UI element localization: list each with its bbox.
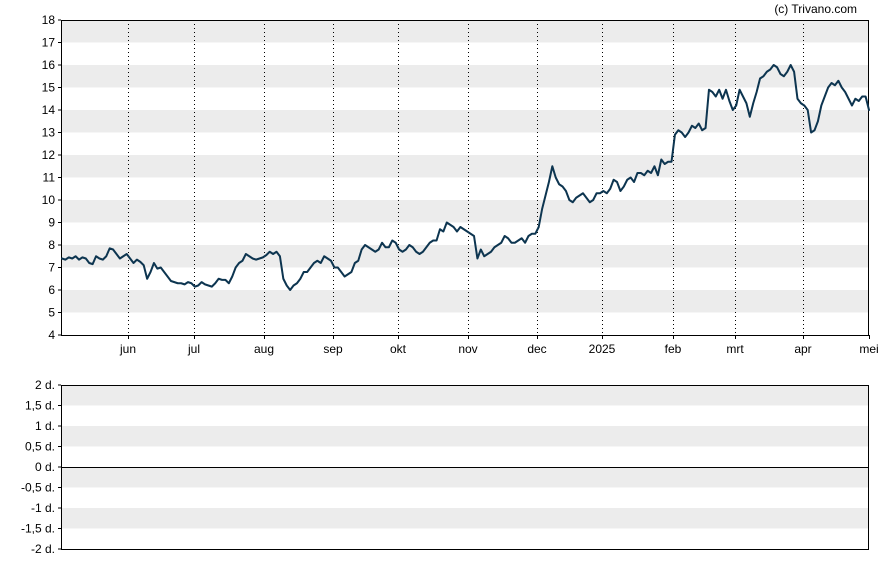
- price-chart-band: [61, 65, 869, 88]
- y-tick-label: 4: [48, 328, 55, 342]
- x-tick-label: aug: [254, 342, 274, 356]
- secondary-chart-band: [61, 426, 869, 447]
- secondary-y-tick-label: -1 d.: [31, 501, 55, 515]
- x-tick-label: 2025: [589, 342, 616, 356]
- secondary-y-tick-label: -0,5 d.: [21, 481, 55, 495]
- secondary-chart-band: [61, 508, 869, 529]
- y-tick-label: 5: [48, 306, 55, 320]
- secondary-y-tick-label: 1 d.: [35, 419, 55, 433]
- price-chart-bands: [61, 20, 869, 313]
- price-chart-band: [61, 155, 869, 178]
- y-tick-label: 13: [42, 126, 56, 140]
- x-tick-label: sep: [323, 342, 343, 356]
- y-tick-label: 14: [42, 103, 56, 117]
- x-tick-label: dec: [527, 342, 546, 356]
- secondary-chart-bands: [61, 385, 869, 529]
- y-tick-label: 12: [42, 148, 56, 162]
- secondary-y-tick-label: 0,5 d.: [25, 440, 55, 454]
- price-chart-band: [61, 20, 869, 43]
- secondary-y-tick-label: -1,5 d.: [21, 522, 55, 536]
- x-tick-label: okt: [390, 342, 407, 356]
- secondary-chart-band: [61, 467, 869, 488]
- price-series-line: [61, 64, 870, 291]
- x-tick-label: jun: [119, 342, 136, 356]
- y-tick-label: 7: [48, 261, 55, 275]
- y-tick-label: 18: [42, 13, 56, 27]
- price-chart-band: [61, 245, 869, 268]
- y-tick-label: 9: [48, 216, 55, 230]
- y-tick-label: 6: [48, 283, 55, 297]
- x-tick-label: feb: [665, 342, 682, 356]
- price-chart-x-axis: jun jul aug sep okt nov dec 2025 feb mrt apr mei: [119, 335, 879, 356]
- x-tick-label: jul: [187, 342, 200, 356]
- y-tick-label: 10: [42, 193, 56, 207]
- secondary-chart-band: [61, 385, 869, 406]
- y-tick-label: 8: [48, 238, 55, 252]
- secondary-y-tick-label: -2 d.: [31, 542, 55, 556]
- x-tick-label: mei: [859, 342, 878, 356]
- price-chart-frame: [61, 20, 869, 336]
- secondary-chart-y-axis: 2 d. 1,5 d. 1 d. 0,5 d. 0 d. -0,5 d. -1 d. -1,5…: [21, 378, 61, 556]
- y-tick-label: 17: [42, 36, 56, 50]
- price-chart-month-gridlines: [128, 20, 804, 335]
- y-tick-label: 16: [42, 58, 56, 72]
- secondary-y-tick-label: 1,5 d.: [25, 399, 55, 413]
- y-tick-label: 15: [42, 81, 56, 95]
- y-tick-label: 11: [43, 171, 56, 185]
- x-tick-label: nov: [458, 342, 477, 356]
- price-chart-band: [61, 290, 869, 313]
- price-chart-band: [61, 110, 869, 133]
- secondary-y-tick-label: 0 d.: [35, 460, 55, 474]
- price-chart-band: [61, 200, 869, 223]
- x-tick-label: apr: [794, 342, 811, 356]
- price-chart-y-axis: 18 17 16 15 14 13 12 11 10 9 8 7 6 5 4: [42, 13, 61, 342]
- secondary-y-tick-label: 2 d.: [35, 378, 55, 392]
- credit-label: (c) Trivano.com: [774, 2, 857, 16]
- x-tick-label: mrt: [726, 342, 744, 356]
